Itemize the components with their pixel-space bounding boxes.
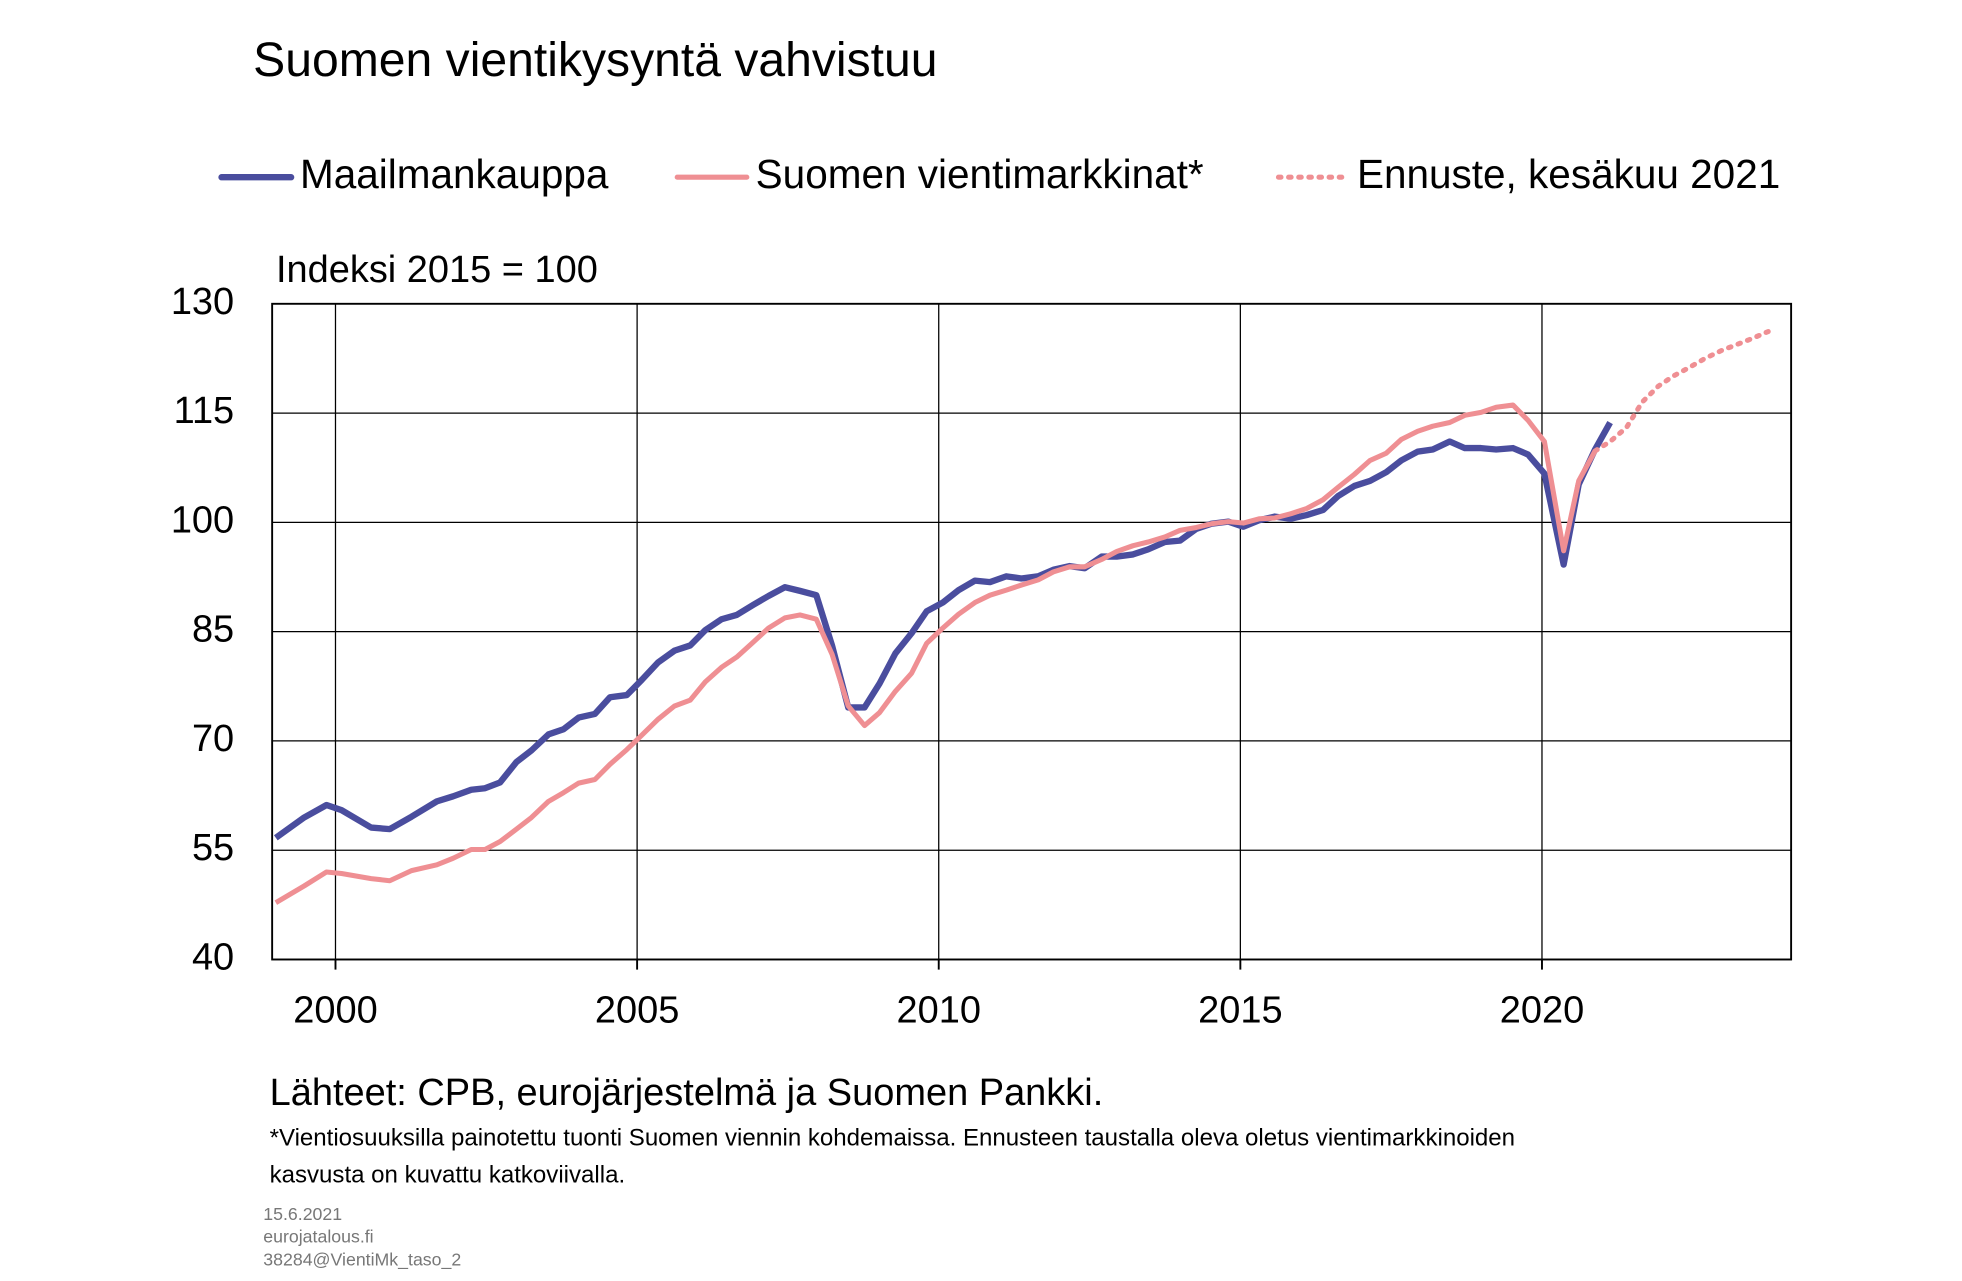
legend-label: Suomen vientimarkkinat* xyxy=(756,151,1204,197)
footer: eurojatalous.fi xyxy=(263,1227,373,1247)
y-axis-label: Indeksi 2015 = 100 xyxy=(276,249,598,291)
footnote: kasvusta on kuvattu katkoviivalla. xyxy=(270,1161,626,1188)
footer: 15.6.2021 xyxy=(263,1204,342,1224)
x-tick-label: 2015 xyxy=(1198,990,1282,1032)
plot-frame xyxy=(271,302,1793,961)
series-line xyxy=(1592,328,1771,454)
y-tick-label: 55 xyxy=(192,827,234,869)
chart-title: Suomen vientikysyntä vahvistuu xyxy=(253,33,937,87)
x-tick-label: 2005 xyxy=(595,990,679,1032)
legend-label: Maailmankauppa xyxy=(300,151,609,197)
y-tick-label: 40 xyxy=(192,937,234,979)
y-tick-label: 70 xyxy=(192,718,234,760)
legend-label: Ennuste, kesäkuu 2021 xyxy=(1357,151,1780,197)
footnote: *Vientiosuuksilla painotettu tuonti Suom… xyxy=(270,1125,1515,1152)
y-tick-label: 130 xyxy=(171,281,234,323)
series-line xyxy=(273,420,1613,841)
series-line xyxy=(274,402,1598,905)
y-tick-label: 85 xyxy=(192,609,234,651)
x-tick-label: 2000 xyxy=(293,990,377,1032)
x-tick-label: 2020 xyxy=(1500,990,1584,1032)
y-tick-label: 100 xyxy=(171,499,234,541)
source: Lähteet: CPB, eurojärjestelmä ja Suomen … xyxy=(270,1072,1104,1114)
y-tick-label: 115 xyxy=(174,390,235,432)
footer: 38284@VientiMk_taso_2 xyxy=(263,1249,461,1270)
x-tick-label: 2010 xyxy=(896,990,980,1032)
